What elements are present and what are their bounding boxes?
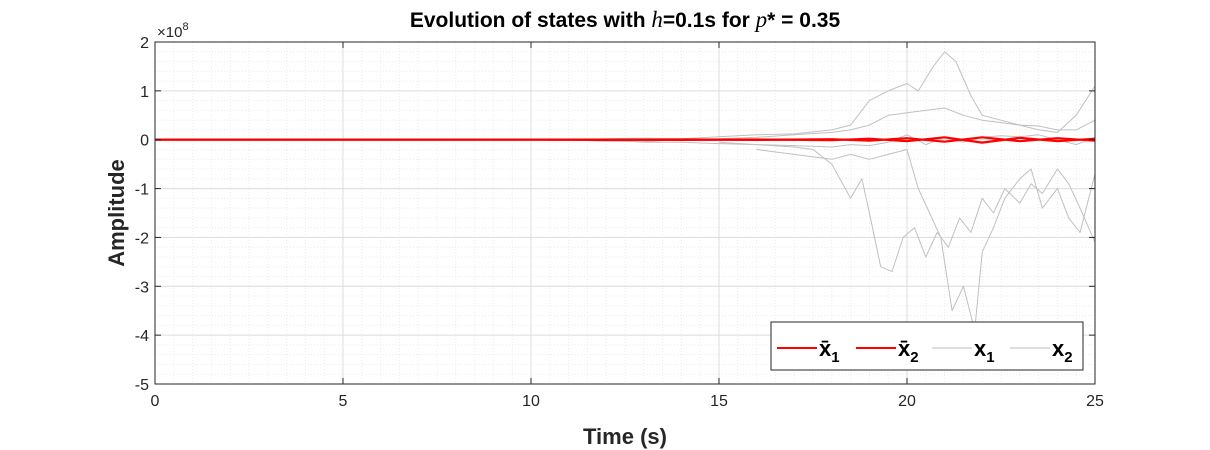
x-tick-label: 15	[710, 393, 728, 410]
legend-label-subscript: 1	[986, 349, 994, 366]
legend-label-base: x̄	[898, 336, 911, 361]
plot-frame	[154, 41, 1096, 385]
legend: x̄1 x̄2 x1 x2	[770, 321, 1084, 371]
x-tick-label: 0	[151, 393, 160, 410]
y-tick-label: 1	[140, 84, 149, 101]
title-mid: =0.1s for	[663, 9, 756, 32]
legend-label-4: x2	[1052, 336, 1073, 366]
legend-label-subscript: 2	[910, 349, 918, 366]
title-prefix: Evolution of states with	[410, 9, 652, 32]
title-var-p: p	[754, 7, 768, 32]
y-tick-label: -2	[135, 230, 149, 247]
y-tick-label: -5	[135, 377, 149, 394]
legend-label-base: x̄	[819, 336, 832, 361]
legend-label-2: x̄2	[898, 336, 919, 366]
x-axis-label: Time (s)	[583, 424, 667, 449]
y-tick-label: 2	[140, 35, 149, 52]
y-multiplier-exponent: 8	[182, 21, 188, 33]
legend-label-subscript: 2	[1064, 349, 1072, 366]
x-tick-label: 5	[339, 393, 348, 410]
legend-label-3: x1	[974, 336, 995, 366]
legend-label-1: x̄1	[819, 336, 840, 366]
legend-label-base: x	[974, 336, 987, 361]
y-multiplier-base: ×10	[157, 24, 182, 41]
series-line-5	[606, 139, 1096, 273]
x-tick-label: 25	[1086, 393, 1104, 410]
y-axis-label: Amplitude	[104, 159, 129, 267]
x-tick-label: 20	[898, 393, 916, 410]
series-layer	[155, 51, 1096, 331]
y-tick-label: -1	[135, 182, 149, 199]
x-tick-label: 10	[522, 393, 540, 410]
y-tick-label: -3	[135, 279, 149, 296]
y-tick-label: 0	[140, 133, 149, 150]
legend-box	[770, 321, 1084, 371]
legend-label-base: x	[1052, 336, 1065, 361]
series-line-3	[568, 51, 1096, 141]
y-tick-label: -4	[135, 328, 149, 345]
chart-title: Evolution of states with h=0.1s for p* =…	[410, 7, 841, 32]
series-line-2	[155, 136, 1096, 143]
y-multiplier-label: ×108	[157, 21, 189, 41]
title-suffix: * = 0.35	[767, 9, 840, 32]
series-line-6	[756, 149, 1096, 331]
legend-label-subscript: 1	[831, 349, 839, 366]
title-var-h: h	[651, 7, 663, 32]
